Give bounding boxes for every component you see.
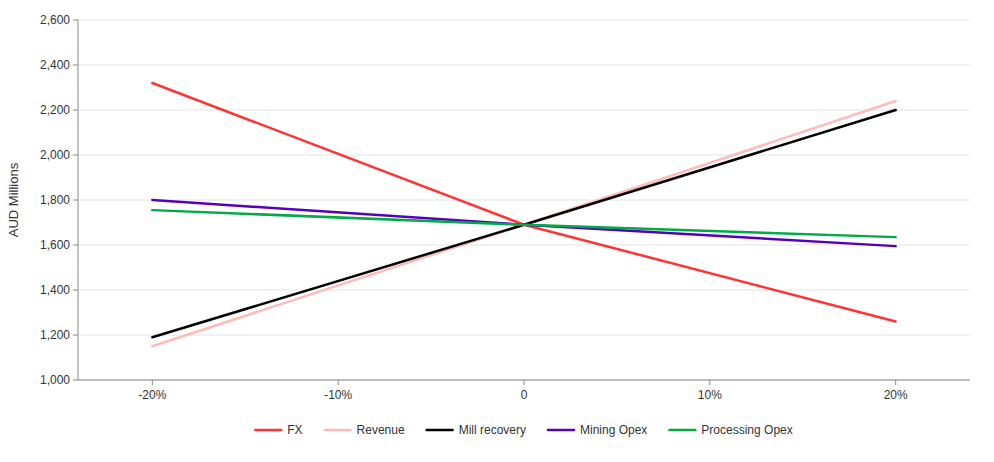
series-group: [152, 83, 895, 346]
y-tick: [73, 20, 78, 21]
x-tick-label: 20%: [884, 388, 908, 402]
y-tick: [73, 335, 78, 336]
y-axis-label: AUD Millions: [6, 162, 21, 237]
series-line: [152, 83, 895, 322]
y-tick-label: 2,200: [40, 103, 70, 117]
grid-line: [78, 155, 970, 156]
x-tick: [524, 380, 525, 385]
legend-item: Revenue: [325, 423, 405, 437]
legend-swatch: [669, 429, 695, 432]
y-tick: [73, 155, 78, 156]
chart-container: -20% -10% 0 10% 20% 1,000 1,200 1,400 1,600 1,800…: [0, 0, 994, 462]
series-line: [152, 210, 895, 237]
series-line: [152, 110, 895, 337]
legend-label: Processing Opex: [701, 423, 792, 437]
y-tick: [73, 380, 78, 381]
legend-swatch: [255, 429, 281, 432]
y-tick-label: 1,000: [40, 373, 70, 387]
y-tick: [73, 200, 78, 201]
legend-item: Mill recovery: [427, 423, 526, 437]
x-tick-label: -20%: [138, 388, 166, 402]
legend-item: Mining Opex: [548, 423, 647, 437]
axes: -20% -10% 0 10% 20% 1,000 1,200 1,400 1,600 1,800…: [40, 13, 970, 402]
y-tick: [73, 245, 78, 246]
x-tick-label: 0: [521, 388, 528, 402]
grid-line: [78, 200, 970, 201]
y-tick-label: 2,600: [40, 13, 70, 27]
y-tick: [73, 110, 78, 111]
legend-label: Mining Opex: [580, 423, 647, 437]
legend: FX Revenue Mill recovery Mining Opex Process…: [255, 423, 793, 437]
legend-swatch: [427, 429, 453, 432]
legend-label: FX: [287, 423, 302, 437]
y-tick-label: 2,000: [40, 148, 70, 162]
y-tick-label: 1,800: [40, 193, 70, 207]
legend-swatch: [548, 429, 574, 432]
y-tick: [73, 65, 78, 66]
grid-line: [78, 335, 970, 336]
legend-swatch: [325, 429, 351, 432]
legend-label: Mill recovery: [459, 423, 526, 437]
grid: [78, 20, 970, 380]
grid-line: [78, 245, 970, 246]
series-line: [152, 101, 895, 346]
legend-label: Revenue: [357, 423, 405, 437]
grid-line: [78, 290, 970, 291]
y-tick-label: 1,600: [40, 238, 70, 252]
y-tick-label: 2,400: [40, 58, 70, 72]
chart-svg: -20% -10% 0 10% 20% 1,000 1,200 1,400 1,600 1,800…: [0, 0, 994, 462]
x-tick: [709, 380, 710, 385]
y-tick-label: 1,200: [40, 328, 70, 342]
y-tick-label: 1,400: [40, 283, 70, 297]
grid-line: [78, 65, 970, 66]
x-tick: [338, 380, 339, 385]
x-tick-label: 10%: [698, 388, 722, 402]
legend-item: FX: [255, 423, 302, 437]
x-tick: [895, 380, 896, 385]
grid-line: [78, 20, 970, 21]
y-tick: [73, 290, 78, 291]
legend-item: Processing Opex: [669, 423, 792, 437]
x-tick: [152, 380, 153, 385]
x-tick-label: -10%: [324, 388, 352, 402]
series-line: [152, 200, 895, 246]
grid-line: [78, 110, 970, 111]
